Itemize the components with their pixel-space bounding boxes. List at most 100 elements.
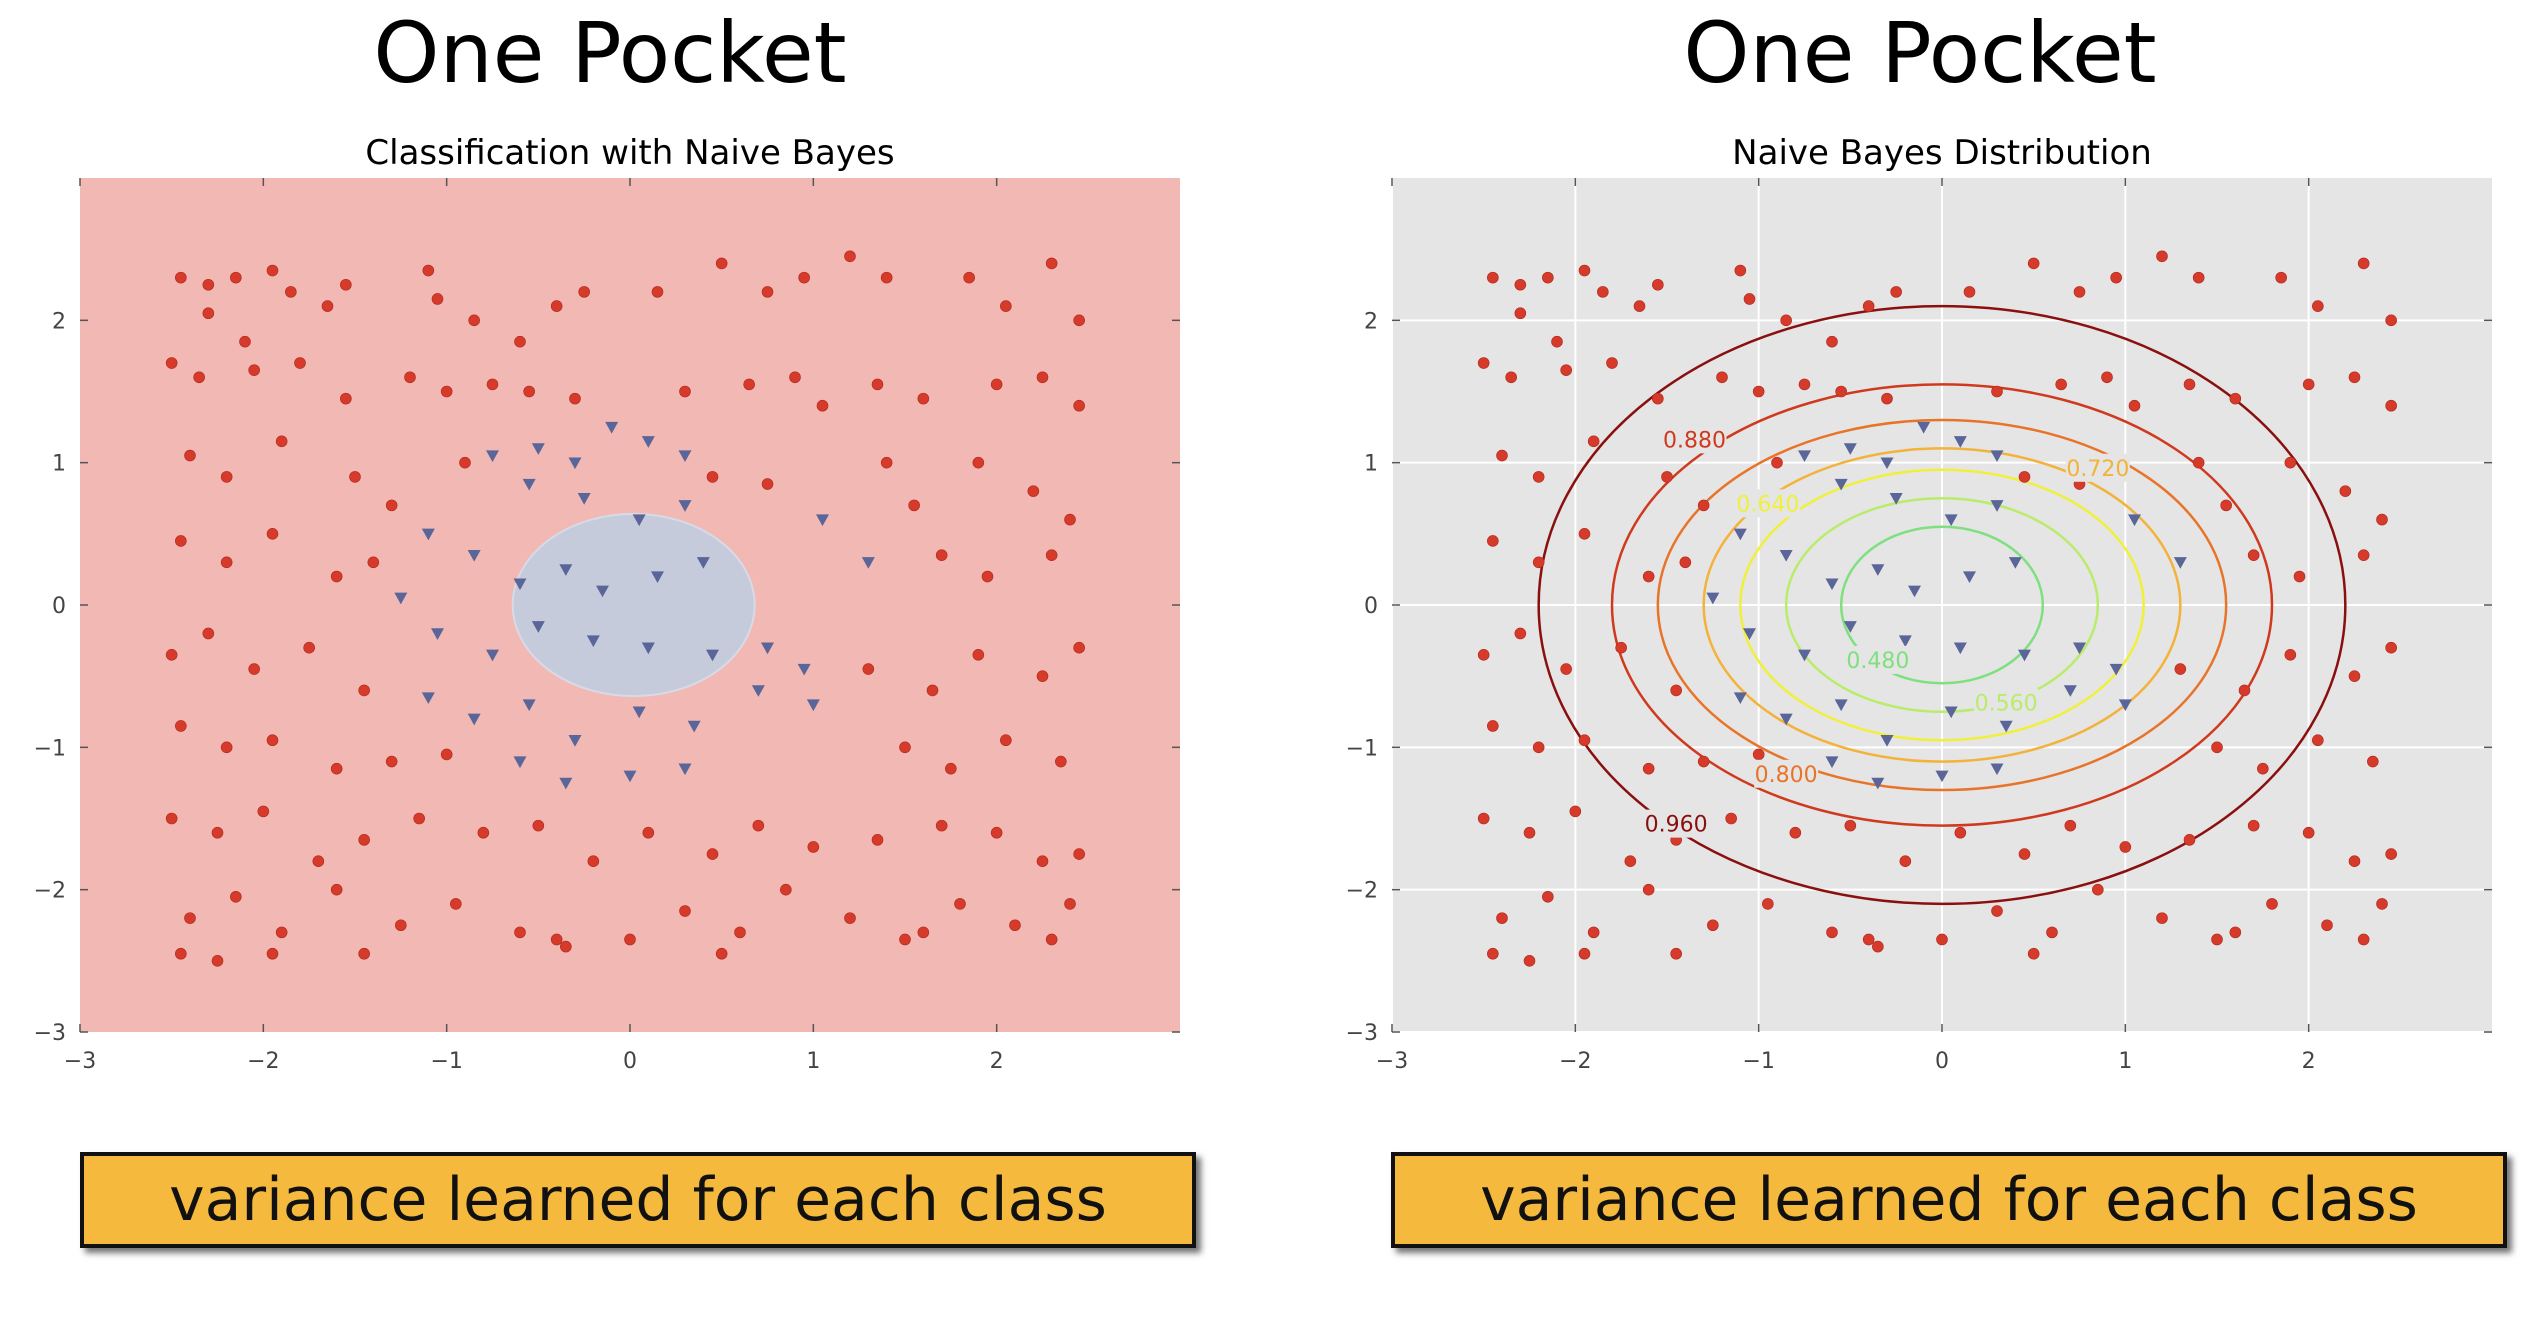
red-point (1991, 385, 2003, 398)
red-point (1532, 471, 1545, 483)
red-point (220, 741, 233, 754)
red-point (1872, 940, 1884, 953)
blue-triangle (394, 592, 408, 605)
blue-triangle (1871, 564, 1885, 576)
red-point (816, 399, 829, 412)
blue-triangle (1706, 592, 1720, 605)
red-point (1578, 264, 1591, 277)
red-point (651, 286, 664, 298)
red-point (220, 556, 233, 569)
y-tick-label: 1 (52, 452, 66, 477)
red-point (1551, 335, 1563, 348)
red-point (1716, 371, 1728, 384)
red-point (2312, 734, 2324, 747)
red-point (844, 912, 856, 924)
contour-line (1702, 447, 2182, 763)
y-tick-label: 1 (1364, 452, 1378, 477)
red-point (294, 357, 306, 369)
blue-triangle (2073, 642, 2086, 655)
red-point (1670, 947, 1682, 960)
red-point (761, 478, 774, 490)
red-point (2220, 499, 2232, 512)
blue-triangle (421, 528, 435, 541)
red-point (514, 335, 526, 348)
red-point (230, 890, 242, 903)
red-point (899, 741, 911, 754)
red-point (2092, 883, 2104, 896)
red-point (1642, 570, 1655, 583)
red-point (2312, 300, 2324, 312)
red-point (266, 264, 279, 277)
red-point (2257, 762, 2269, 775)
x-tick-label: 0 (1935, 1049, 1949, 1074)
red-point (990, 378, 1003, 391)
blue-triangle (751, 685, 765, 697)
red-point (1652, 278, 1664, 291)
red-point (1642, 762, 1655, 775)
red-point (2284, 456, 2297, 469)
red-point (935, 549, 948, 561)
red-point (193, 371, 205, 384)
red-point (248, 663, 260, 675)
red-point (1771, 456, 1783, 469)
red-point (1064, 513, 1076, 526)
red-point (2018, 848, 2031, 860)
red-point (202, 278, 215, 291)
red-point (459, 456, 471, 469)
red-point (1009, 919, 1021, 932)
red-point (2357, 549, 2370, 561)
blue-triangle (2063, 685, 2077, 697)
red-point (1734, 264, 1747, 277)
red-point (165, 812, 178, 825)
red-point (715, 947, 728, 960)
red-point (1826, 926, 1838, 939)
red-point (1752, 748, 1765, 761)
red-point (1073, 314, 1085, 327)
red-point (175, 947, 187, 960)
blue-triangle (1843, 621, 1857, 633)
blue-triangle (1834, 478, 1848, 491)
red-point (1862, 300, 1875, 312)
blue-triangle (1733, 692, 1747, 705)
red-point (477, 826, 490, 839)
red-point (1707, 919, 1719, 932)
blue-triangle (522, 699, 536, 712)
blue-triangle (1963, 571, 1976, 584)
red-point (1597, 286, 1609, 298)
red-point (321, 300, 334, 312)
red-point (560, 940, 572, 953)
red-point (990, 826, 1003, 839)
red-point (2229, 926, 2242, 939)
red-point (715, 257, 728, 270)
red-point (679, 385, 691, 398)
contour-label-bg (1735, 489, 1800, 518)
red-point (1587, 926, 1600, 939)
red-point (2174, 663, 2187, 675)
blue-triangle (641, 436, 655, 448)
red-point (2027, 947, 2040, 960)
red-point (275, 926, 288, 939)
blue-triangle (486, 450, 499, 463)
red-point (1477, 649, 1490, 661)
red-point (2119, 841, 2132, 853)
blue-triangle (1834, 699, 1848, 712)
red-point (899, 933, 911, 946)
right-caption-banner: variance learned for each class (1391, 1152, 2507, 1248)
x-tick-label: −1 (430, 1049, 462, 1074)
red-point (1835, 385, 1847, 398)
blue-triangle (586, 635, 600, 648)
red-point (2339, 485, 2352, 497)
contour-label: 0.480 (1846, 649, 1909, 674)
red-point (2183, 378, 2196, 391)
blue-triangle (486, 649, 499, 662)
blue-triangle (2128, 514, 2141, 527)
red-point (1578, 947, 1591, 960)
red-point (1532, 556, 1545, 569)
red-point (2385, 399, 2397, 412)
red-point (1780, 314, 1792, 327)
y-tick-label: −2 (1346, 879, 1378, 904)
red-point (440, 748, 453, 761)
red-point (358, 947, 370, 960)
contour-line (1656, 418, 2228, 792)
blue-triangle (1743, 628, 1756, 640)
